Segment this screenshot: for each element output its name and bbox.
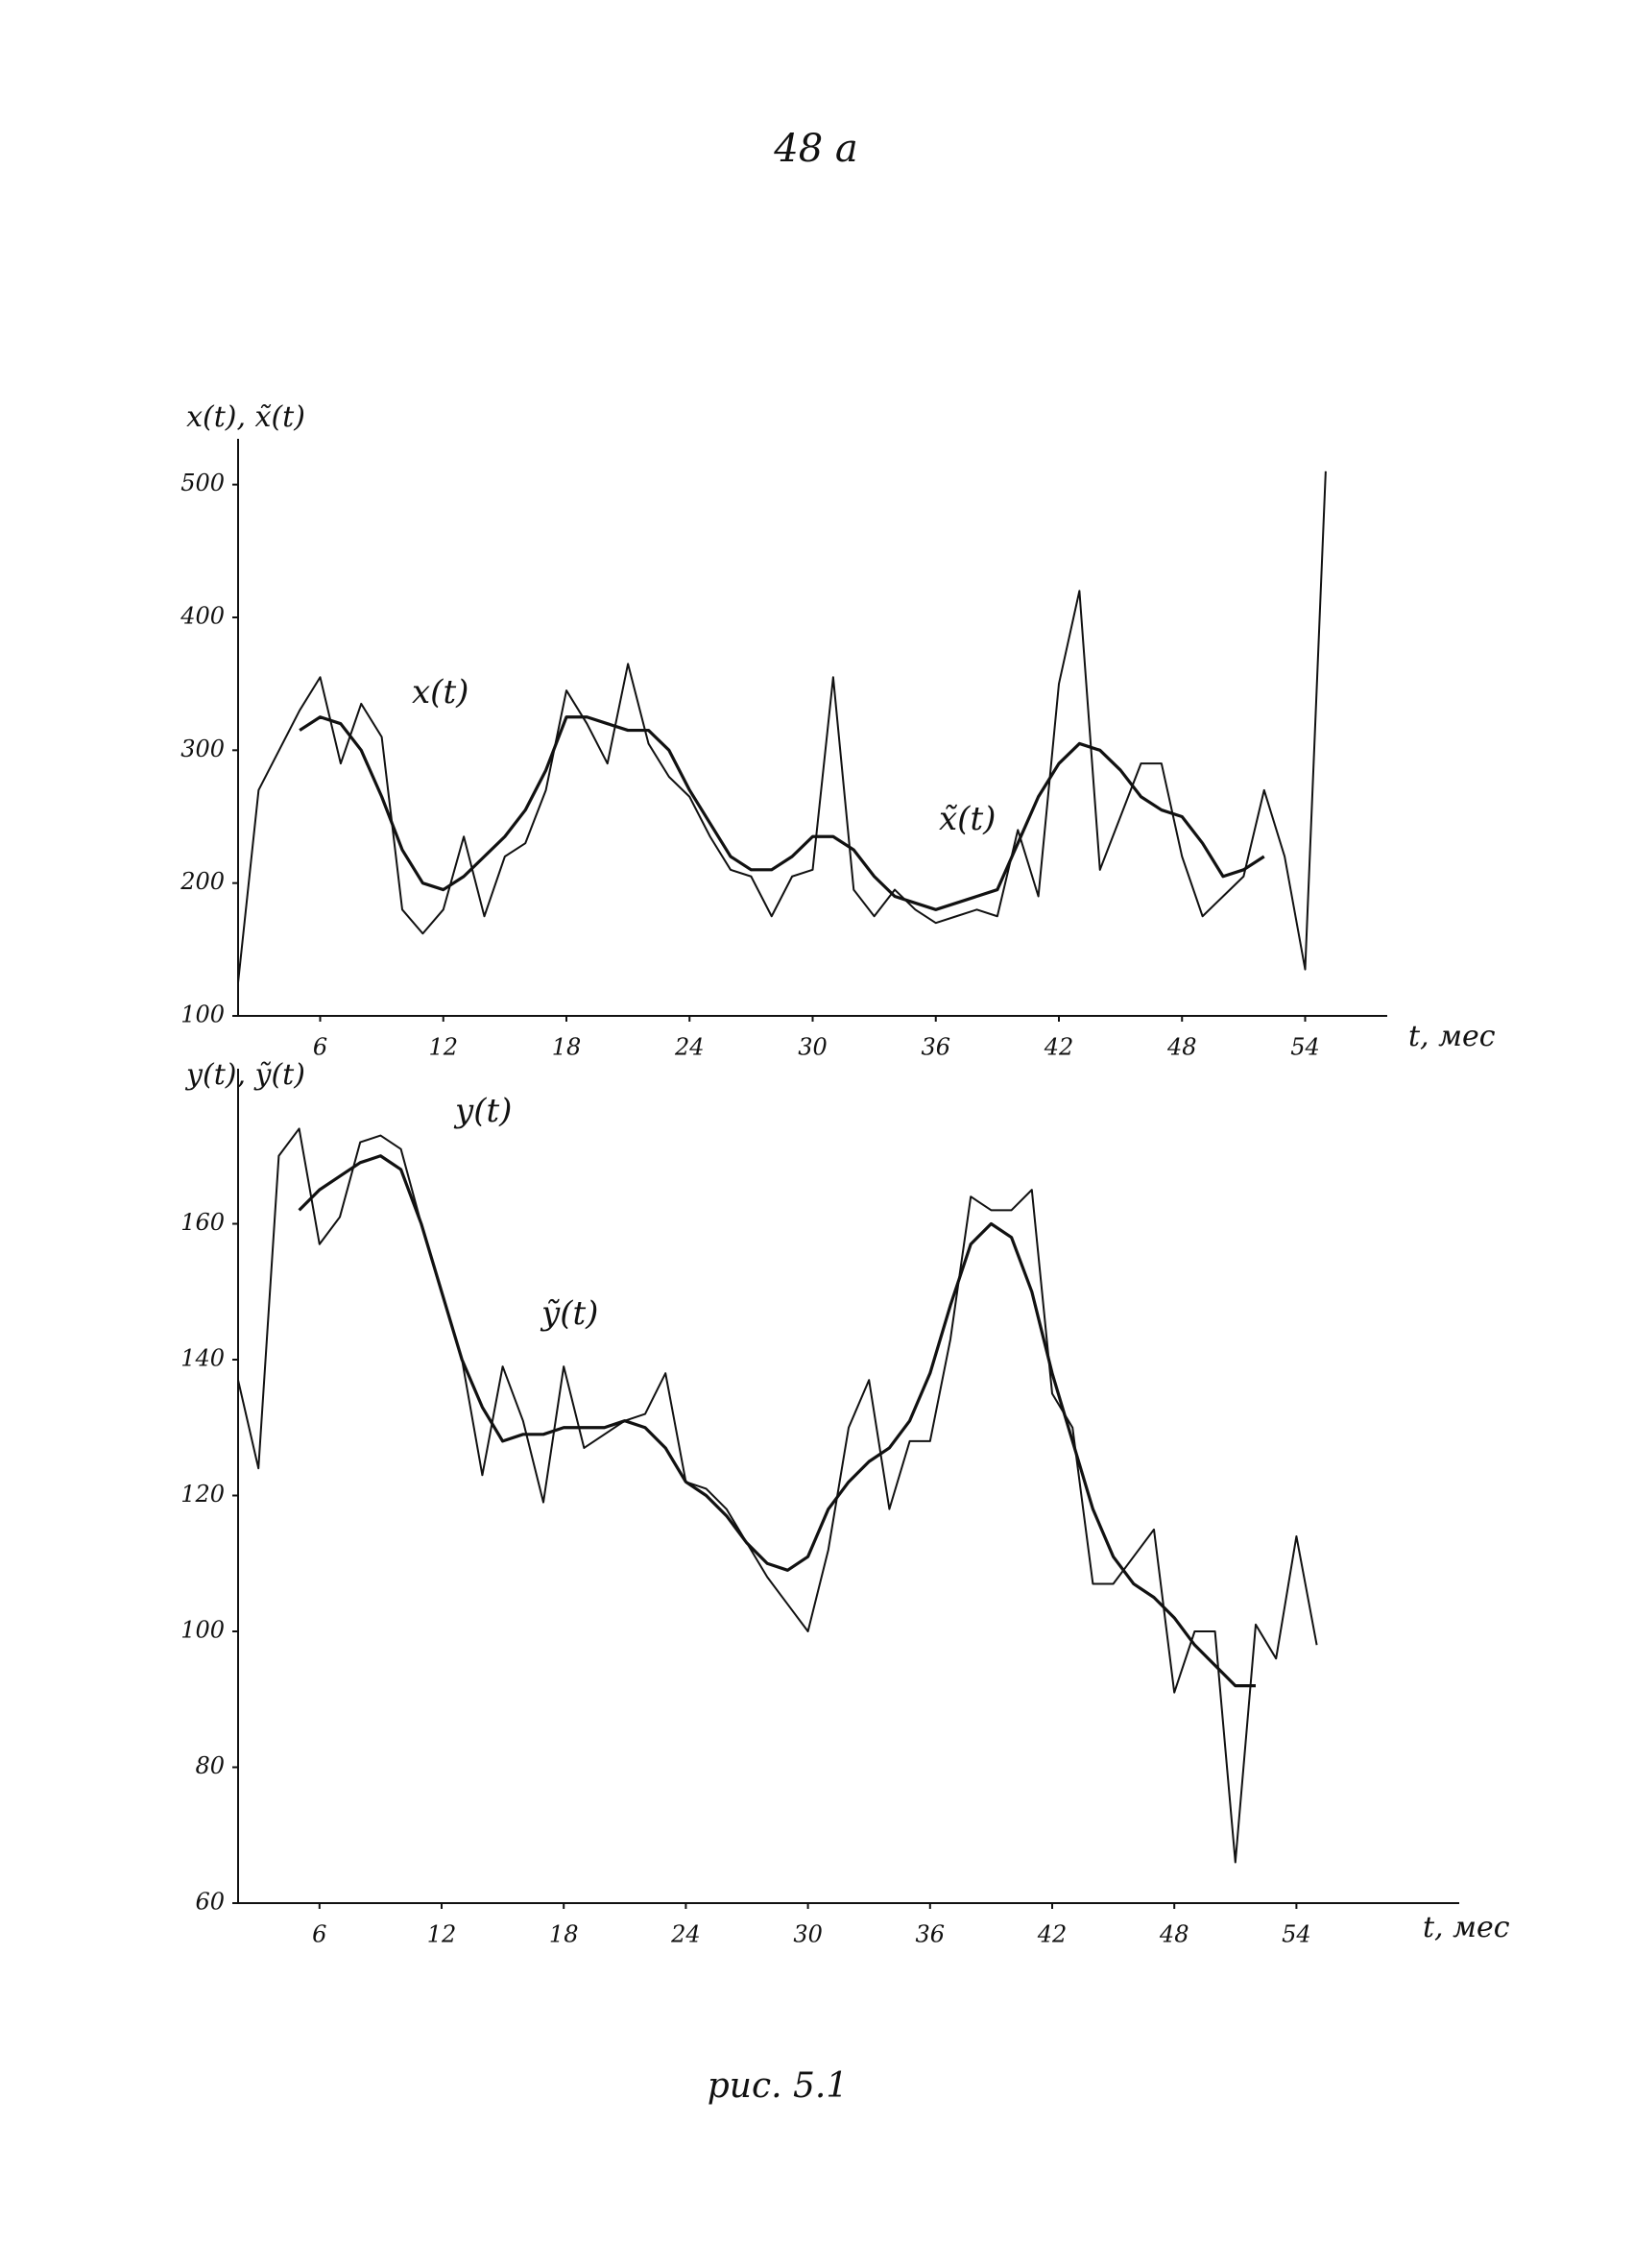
x-tick-label: 24 xyxy=(674,1034,705,1061)
y-tick-label: 80 xyxy=(195,1752,225,1779)
series-label: x̃(t) xyxy=(939,800,996,838)
x-tick-label: 48 xyxy=(1159,1921,1189,1948)
x-tick-label: 30 xyxy=(798,1034,828,1061)
y-axis-label: x(t), x̃(t) xyxy=(186,400,305,434)
series-label: x(t) xyxy=(412,673,468,712)
y-tick-label: 100 xyxy=(180,1001,225,1028)
x-tick-label: 6 xyxy=(313,1034,327,1061)
y-tick-label: 500 xyxy=(180,470,225,496)
y-axis-label: y(t), ỹ(t) xyxy=(184,1058,305,1092)
y-tick-label: 200 xyxy=(180,868,225,895)
caption: рис. 5.1 xyxy=(708,2066,849,2106)
x-tick-label: 30 xyxy=(793,1921,823,1948)
y-tick-label: 160 xyxy=(180,1209,225,1236)
x-tick-label: 24 xyxy=(670,1921,701,1948)
x-tick-label: 36 xyxy=(921,1034,950,1061)
y-tick-label: 100 xyxy=(180,1617,225,1644)
series-label: y(t) xyxy=(453,1092,512,1130)
x-tick-label: 12 xyxy=(427,1921,457,1948)
x-tick-label: 36 xyxy=(916,1921,946,1948)
y-tick-label: 400 xyxy=(180,603,225,630)
x-tick-label: 54 xyxy=(1290,1034,1320,1061)
x-tick-label: 54 xyxy=(1282,1921,1311,1948)
x-axis-label: t, мес xyxy=(1423,1911,1510,1944)
x-axis-label: t, мес xyxy=(1408,1020,1496,1053)
x-tick-label: 18 xyxy=(552,1034,582,1061)
x-tick-label: 42 xyxy=(1044,1034,1074,1061)
y-tick-label: 60 xyxy=(195,1889,225,1916)
x-tick-label: 42 xyxy=(1037,1921,1068,1948)
page-number: 48 a xyxy=(773,127,857,171)
y-tick-label: 120 xyxy=(180,1481,225,1508)
series-label: ỹ(t) xyxy=(540,1294,598,1333)
x-tick-label: 48 xyxy=(1166,1034,1197,1061)
y-tick-label: 300 xyxy=(180,736,225,762)
series-line xyxy=(237,470,1327,983)
x-tick-label: 18 xyxy=(549,1921,579,1948)
series-line xyxy=(299,715,1265,911)
x-tick-label: 12 xyxy=(428,1034,458,1061)
x-tick-label: 6 xyxy=(312,1921,326,1948)
y-tick-label: 140 xyxy=(180,1345,225,1372)
series-line xyxy=(298,1154,1256,1688)
